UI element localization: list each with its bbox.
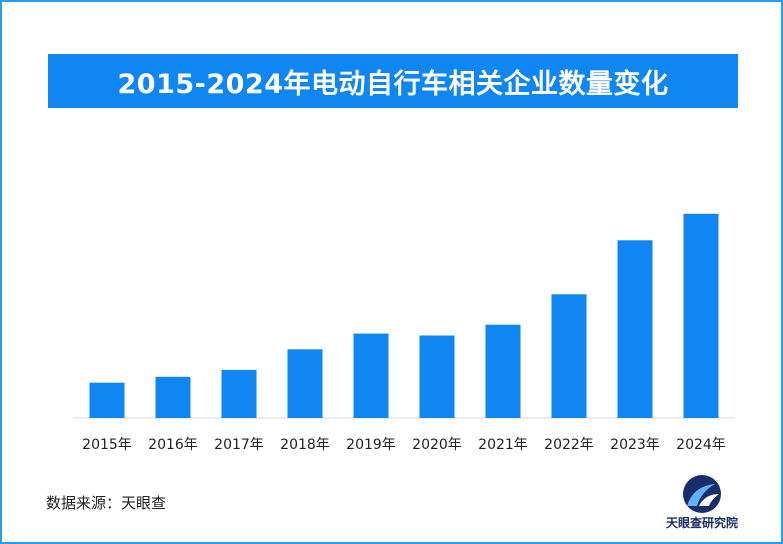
bar-2023年 xyxy=(618,240,653,418)
bar-2022年 xyxy=(552,294,587,418)
logo-text: 天眼查研究院 xyxy=(657,514,747,531)
x-tick-label: 2019年 xyxy=(346,437,396,453)
bar-2015年 xyxy=(90,383,125,418)
data-source-note: 数据来源：天眼查 xyxy=(46,492,166,513)
x-tick-label: 2015年 xyxy=(82,437,132,453)
x-tick-label: 2018年 xyxy=(280,437,330,453)
x-tick-label: 2021年 xyxy=(478,437,528,453)
bar-2021年 xyxy=(486,325,521,418)
bar-2024年 xyxy=(684,214,719,418)
x-tick-label: 2020年 xyxy=(412,437,462,453)
bar-2019年 xyxy=(354,334,389,418)
x-tick-label: 2016年 xyxy=(148,437,198,453)
x-tick-label: 2024年 xyxy=(676,437,726,453)
bar-2017年 xyxy=(222,370,257,418)
x-tick-label: 2017年 xyxy=(214,437,264,453)
x-tick-label: 2022年 xyxy=(544,437,594,453)
logo-mark-icon xyxy=(657,472,747,516)
bar-group xyxy=(90,214,719,418)
tianyancha-logo: 天眼查研究院 xyxy=(657,472,747,534)
bar-2020年 xyxy=(420,336,455,419)
x-tick-label: 2023年 xyxy=(610,437,660,453)
bar-2016年 xyxy=(156,377,191,418)
bar-2018年 xyxy=(288,349,323,418)
x-tick-labels: 2015年 2016年 2017年 2018年 2019年 2020年 2021年 2022年… xyxy=(82,437,726,453)
